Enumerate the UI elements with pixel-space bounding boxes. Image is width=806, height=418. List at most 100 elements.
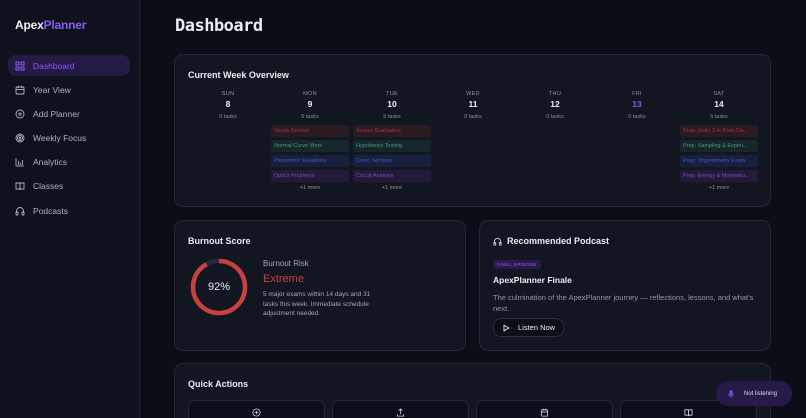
task-chip[interactable]: Optics Problems <box>271 170 349 182</box>
sidebar-item-dashboard[interactable]: Dashboard <box>8 55 130 76</box>
day-column-fri[interactable]: FRI 13 0 tasks <box>597 91 677 120</box>
day-name: SAT <box>713 91 725 97</box>
voice-assistant-button[interactable]: Not listening <box>716 381 792 406</box>
task-list: Prep: Units 3-4: Post-Cla... Prep: Sampl… <box>679 125 759 191</box>
quick-action-calendar[interactable] <box>476 400 613 418</box>
task-list: Vocab Review Normal Curve Work Parametri… <box>270 125 350 191</box>
headphones-icon <box>493 237 502 246</box>
day-column-tue[interactable]: TUE 10 5 tasks Source Evaluation Hypothe… <box>352 91 432 191</box>
grid-icon <box>15 61 25 71</box>
day-task-count: 0 tasks <box>219 114 237 120</box>
sidebar: ApexPlanner Dashboard Year View Add Plan… <box>0 0 140 418</box>
plus-circle-icon <box>15 109 25 119</box>
sidebar-item-year-view[interactable]: Year View <box>8 79 130 100</box>
sidebar-item-add-planner[interactable]: Add Planner <box>8 103 130 124</box>
listen-now-label: Listen Now <box>518 323 556 332</box>
app-logo[interactable]: ApexPlanner <box>15 18 86 32</box>
task-chip[interactable]: Source Evaluation <box>353 125 431 137</box>
day-column-sun[interactable]: SUN 8 0 tasks <box>188 91 268 120</box>
task-chip[interactable]: Prep: Energy & Momentu... <box>680 170 758 182</box>
day-name: MON <box>303 91 317 97</box>
podcast-header: Recommended Podcast <box>493 236 609 246</box>
burnout-title: Burnout Score <box>188 236 251 246</box>
final-episode-badge: FINAL EPISODE <box>493 260 541 269</box>
day-column-thu[interactable]: THU 12 0 tasks <box>515 91 595 120</box>
week-overview-card: Current Week Overview SUN 8 0 tasks MON … <box>174 54 771 207</box>
sidebar-item-weekly-focus[interactable]: Weekly Focus <box>8 128 130 149</box>
day-task-count: 0 tasks <box>464 114 482 120</box>
plus-circle-icon <box>252 408 261 417</box>
quick-action-add-planner[interactable] <box>188 400 325 418</box>
episode-title: ApexPlanner Finale <box>493 275 572 285</box>
more-tasks-link[interactable]: +1 more <box>381 185 403 191</box>
book-open-icon <box>684 409 693 417</box>
sidebar-item-label: Podcasts <box>33 205 68 216</box>
more-tasks-link[interactable]: +1 more <box>708 185 730 191</box>
task-chip[interactable]: Prep: Trigonometry Exam <box>680 155 758 167</box>
burnout-risk-label: Burnout Risk <box>263 259 309 268</box>
sidebar-item-label: Weekly Focus <box>33 133 87 144</box>
task-list: Source Evaluation Hypothesis Testing Con… <box>352 125 432 191</box>
day-column-mon[interactable]: MON 9 5 tasks Vocab Review Normal Curve … <box>270 91 350 191</box>
day-task-count: 5 tasks <box>710 114 728 120</box>
sidebar-nav: Dashboard Year View Add Planner Weekly F… <box>8 55 130 224</box>
main-content: Dashboard Current Week Overview SUN 8 0 … <box>140 0 806 418</box>
day-column-wed[interactable]: WED 11 0 tasks <box>433 91 513 120</box>
calendar-icon <box>15 85 25 95</box>
logo-text-planner: Planner <box>43 18 87 32</box>
sidebar-item-classes[interactable]: Classes <box>8 176 130 197</box>
task-chip[interactable]: Hypothesis Testing <box>353 140 431 152</box>
episode-description: The culmination of the ApexPlanner journ… <box>493 293 754 313</box>
burnout-score-value: 92% <box>207 281 231 293</box>
day-column-sat[interactable]: SAT 14 5 tasks Prep: Units 3-4: Post-Cla… <box>679 91 759 191</box>
recommended-podcast-card: Recommended Podcast FINAL EPISODE ApexPl… <box>479 220 771 351</box>
quick-actions-title: Quick Actions <box>188 379 249 389</box>
task-chip[interactable]: Prep: Sampling & Experi... <box>680 140 758 152</box>
quick-action-upload[interactable] <box>332 400 469 418</box>
day-name: WED <box>466 91 480 97</box>
day-task-count: 5 tasks <box>383 114 401 120</box>
sidebar-item-analytics[interactable]: Analytics <box>8 152 130 173</box>
day-task-count: 0 tasks <box>546 114 564 120</box>
upload-icon <box>396 408 405 417</box>
headphones-icon <box>15 206 25 216</box>
page-title: Dashboard <box>175 16 263 36</box>
sidebar-item-podcasts[interactable]: Podcasts <box>8 200 130 221</box>
day-date-today: 13 <box>632 99 642 109</box>
microphone-icon <box>728 389 734 398</box>
day-task-count: 5 tasks <box>301 114 319 120</box>
book-open-icon <box>15 181 25 191</box>
more-tasks-link[interactable]: +1 more <box>299 185 321 191</box>
task-chip[interactable]: Prep: Units 3-4: Post-Cla... <box>680 125 758 137</box>
podcast-title: Recommended Podcast <box>507 236 610 246</box>
sidebar-item-label: Add Planner <box>33 108 80 119</box>
task-chip[interactable]: Conic Sections <box>353 155 431 167</box>
sidebar-item-label: Analytics <box>33 157 68 168</box>
burnout-risk-level: Extreme <box>263 273 304 285</box>
day-name: FRI <box>632 91 642 97</box>
day-date: 11 <box>468 99 478 109</box>
task-chip[interactable]: Circuit Analysis <box>353 170 431 182</box>
quick-actions-card: Quick Actions <box>174 363 771 418</box>
task-chip[interactable]: Vocab Review <box>271 125 349 137</box>
burnout-ring-gauge <box>190 258 248 316</box>
day-date: 10 <box>387 99 397 109</box>
logo-text-apex: Apex <box>15 18 44 32</box>
day-date: 9 <box>307 99 313 109</box>
day-date: 8 <box>225 99 231 109</box>
day-name: SUN <box>221 91 235 97</box>
play-icon <box>503 323 510 332</box>
target-icon <box>15 133 25 143</box>
calendar-icon <box>540 408 549 417</box>
voice-status: Not listening <box>744 390 778 397</box>
day-name: THU <box>548 91 562 97</box>
week-overview-title: Current Week Overview <box>188 70 289 80</box>
day-date: 14 <box>714 99 724 109</box>
sidebar-item-label: Dashboard <box>33 60 75 71</box>
task-chip[interactable]: Parametric Equations <box>271 155 349 167</box>
listen-now-button[interactable]: Listen Now <box>493 318 565 337</box>
task-chip[interactable]: Normal Curve Work <box>271 140 349 152</box>
sidebar-item-label: Year View <box>33 84 71 95</box>
day-name: TUE <box>386 91 398 97</box>
burnout-description: 5 major exams within 14 days and 31 task… <box>263 291 371 317</box>
